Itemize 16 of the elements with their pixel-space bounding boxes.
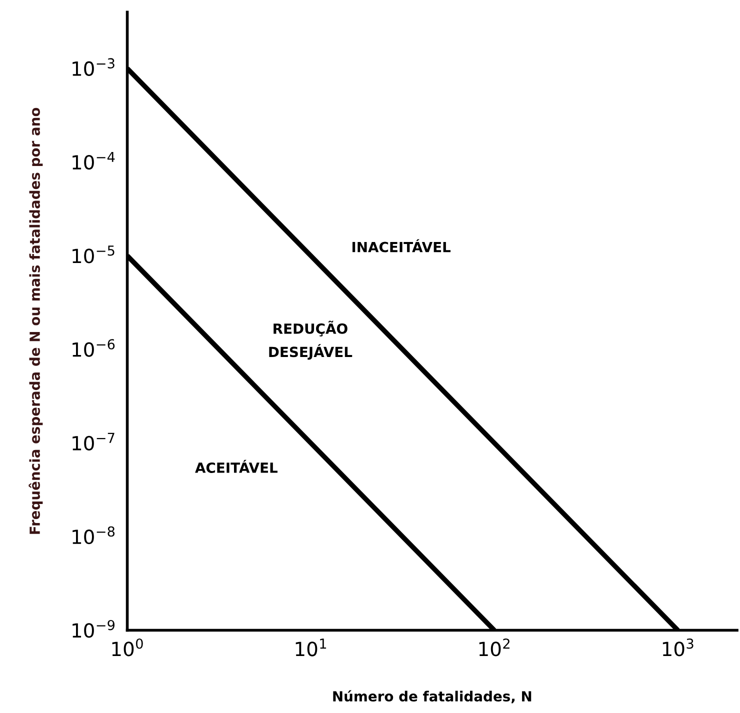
y-tick-label: 10$^{−8}$ <box>72 526 115 544</box>
annotation: INACEITÁVEL <box>352 239 451 252</box>
x-tick-label: 10$^{3}$ <box>662 638 694 656</box>
x-tick-label: 10$^{0}$ <box>112 638 143 656</box>
y-tick-label: 10$^{−4}$ <box>72 152 115 170</box>
y-tick-label: 10$^{−3}$ <box>72 58 114 76</box>
x-axis-title: Número de fatalidades, N <box>333 690 532 704</box>
y-tick-label: 10$^{−6}$ <box>72 339 115 357</box>
y-tick-label: 10$^{−9}$ <box>72 620 115 638</box>
y-tick-label: 10$^{−7}$ <box>72 432 114 451</box>
x-tick-label: 10$^{2}$ <box>479 638 510 656</box>
x-tick-label: 10$^{1}$ <box>296 638 326 656</box>
annotation: REDUÇÃO DESEJÁVEL <box>269 320 352 360</box>
y-tick-label: 10$^{−5}$ <box>72 246 114 264</box>
y-axis-title: Frequência esperada de N ou mais fatalidades por ano <box>28 108 43 534</box>
annotation: ACEITÁVEL <box>195 460 278 473</box>
